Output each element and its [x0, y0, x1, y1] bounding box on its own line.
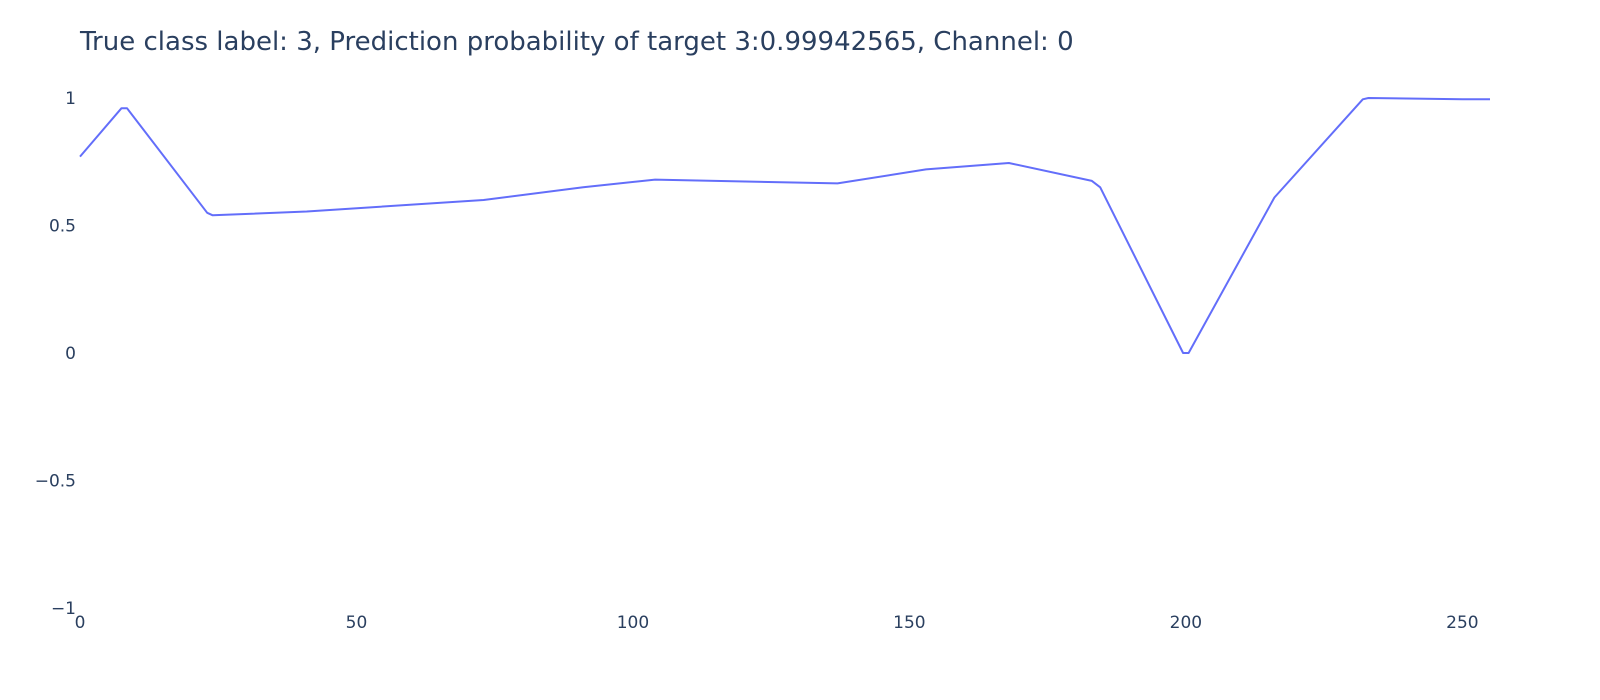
- plot-area: [79, 97, 1490, 354]
- chart-title: True class label: 3, Prediction probabil…: [79, 27, 1074, 57]
- y-tick-label: 0.5: [49, 217, 76, 237]
- x-tick-label: 100: [617, 613, 649, 633]
- x-axis-ticks: 0 50 100 150 200 250: [75, 613, 1479, 633]
- x-tick-label: 250: [1446, 613, 1478, 633]
- x-tick-label: 150: [893, 613, 925, 633]
- y-tick-label: 0: [65, 344, 76, 364]
- series-line-0: [79, 97, 1490, 354]
- x-tick-label: 50: [346, 613, 368, 633]
- y-tick-label: −1: [51, 599, 76, 619]
- x-tick-label: 200: [1170, 613, 1202, 633]
- y-tick-label: 1: [65, 89, 76, 109]
- y-tick-label: −0.5: [35, 472, 76, 492]
- x-tick-label: 0: [75, 613, 86, 633]
- y-axis-ticks: −1 −0.5 0 0.5 1: [35, 89, 76, 619]
